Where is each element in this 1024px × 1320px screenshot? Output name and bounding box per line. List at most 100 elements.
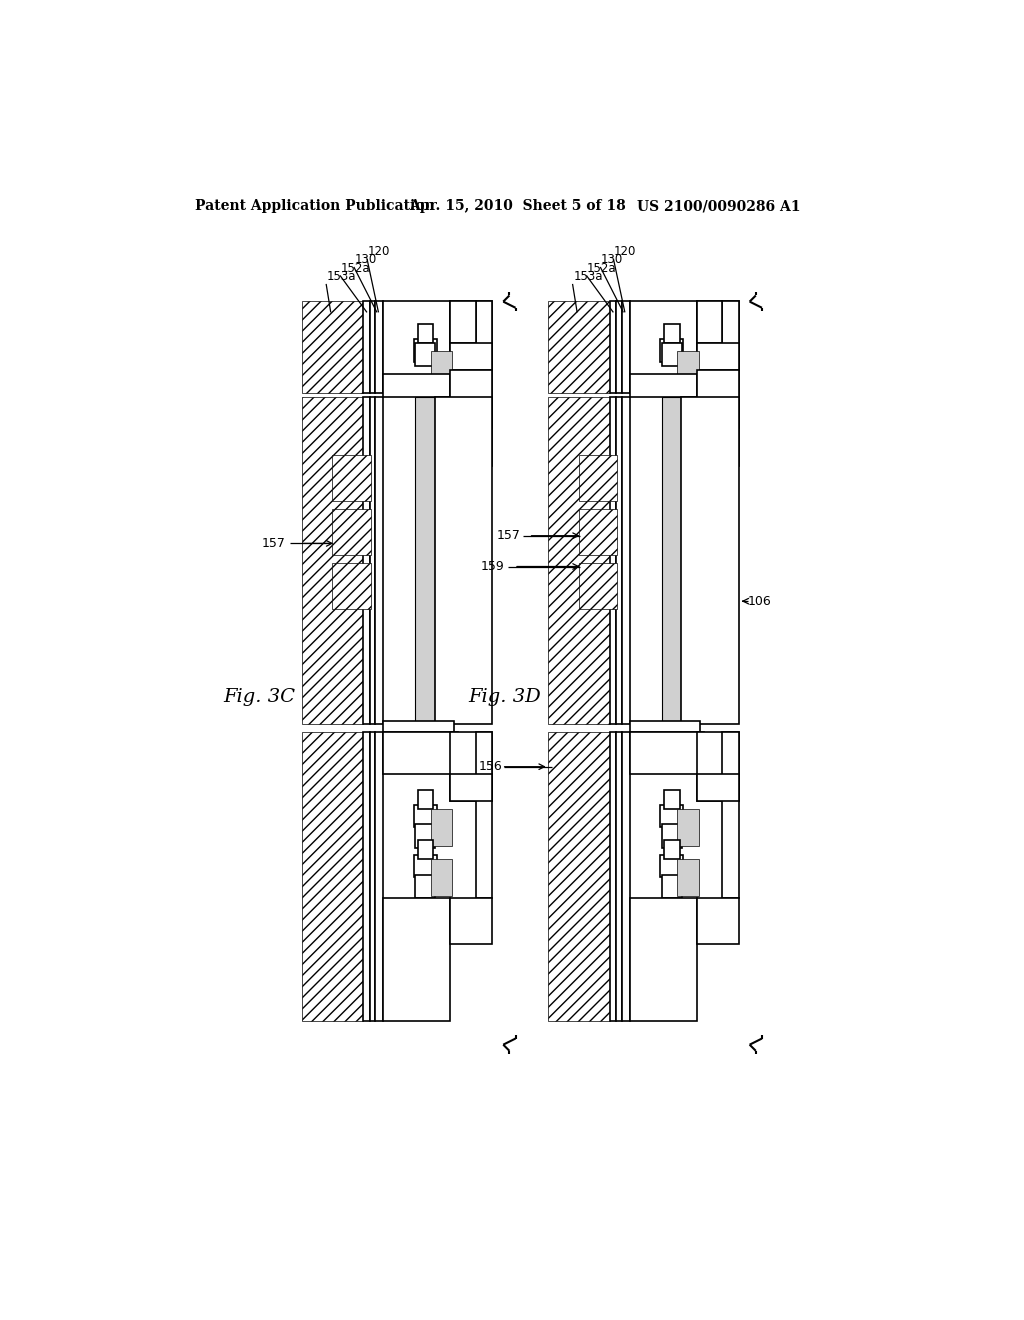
Text: 130: 130 [354,253,377,267]
Bar [301,397,364,725]
Bar [451,775,493,801]
Bar [677,859,698,896]
Bar [416,825,435,847]
Bar [370,301,376,393]
Bar [548,733,609,1020]
Bar [451,301,493,370]
Bar [660,339,683,363]
Bar [609,733,616,1020]
Text: 157: 157 [261,537,286,550]
Bar [431,809,453,846]
Bar [696,370,739,428]
Bar [376,397,383,725]
Bar [431,859,453,896]
Bar [431,351,453,393]
Text: 159: 159 [481,560,505,573]
Bar [333,455,371,502]
Bar [376,733,383,1020]
Bar [364,733,370,1020]
Text: 153a: 153a [573,271,603,284]
Bar [579,455,617,502]
Bar [696,775,739,801]
Bar [383,733,458,775]
Bar [622,733,630,1020]
Bar [616,301,622,393]
Text: 156: 156 [478,760,503,774]
Bar [622,397,630,725]
Text: 120: 120 [614,244,637,257]
Bar [630,733,705,775]
Bar [609,397,616,725]
Bar [475,733,493,898]
Bar [370,397,376,725]
Bar [451,370,493,428]
Bar [451,301,475,343]
Text: 157: 157 [497,529,520,543]
Bar [665,789,680,809]
Bar [662,825,682,847]
Bar [416,343,435,367]
Bar [662,874,682,898]
Bar [435,397,493,725]
Bar [548,301,609,393]
Bar [696,343,739,370]
Bar [722,301,739,466]
Bar [616,397,622,725]
Bar [418,789,433,809]
Bar [630,301,696,393]
Bar [696,301,722,343]
Bar [630,898,696,1020]
Bar [370,733,376,1020]
Bar [383,374,451,397]
Bar [677,351,698,393]
Text: 153a: 153a [327,271,356,284]
Bar [416,874,435,898]
Text: 120: 120 [368,244,390,257]
Bar [333,508,371,554]
Bar [609,301,616,393]
Bar [579,508,617,554]
Bar [451,733,493,801]
Bar [364,301,370,393]
Text: Apr. 15, 2010  Sheet 5 of 18: Apr. 15, 2010 Sheet 5 of 18 [410,199,626,213]
Bar [475,301,493,466]
Bar [696,898,739,944]
Bar [301,301,364,393]
Bar [665,323,680,343]
Bar [414,339,437,363]
Bar [364,397,370,725]
Bar [548,397,609,725]
Bar [696,733,739,801]
Bar [383,721,454,733]
Bar [414,855,437,876]
Text: US 2100/0090286 A1: US 2100/0090286 A1 [637,199,801,213]
Bar [677,809,698,846]
Bar [662,397,681,725]
Text: 152a: 152a [587,261,616,275]
Bar [376,301,383,393]
Bar [383,301,451,393]
Bar [301,733,364,1020]
Text: Fig. 3C: Fig. 3C [223,689,295,706]
Bar [418,840,433,859]
Bar [630,374,696,397]
Bar [616,733,622,1020]
Text: 106: 106 [749,594,772,607]
Bar [722,733,739,898]
Bar [416,397,435,725]
Bar [660,805,683,826]
Bar [630,721,700,733]
Bar [383,898,451,1020]
Bar [662,343,682,367]
Bar [333,562,371,609]
Text: 152a: 152a [341,261,371,275]
Bar [451,898,493,944]
Bar [418,323,433,343]
Bar [696,301,739,370]
Bar [665,840,680,859]
Text: 130: 130 [601,253,624,267]
Bar [579,562,617,609]
Bar [622,301,630,393]
Bar [414,805,437,826]
Bar [660,855,683,876]
